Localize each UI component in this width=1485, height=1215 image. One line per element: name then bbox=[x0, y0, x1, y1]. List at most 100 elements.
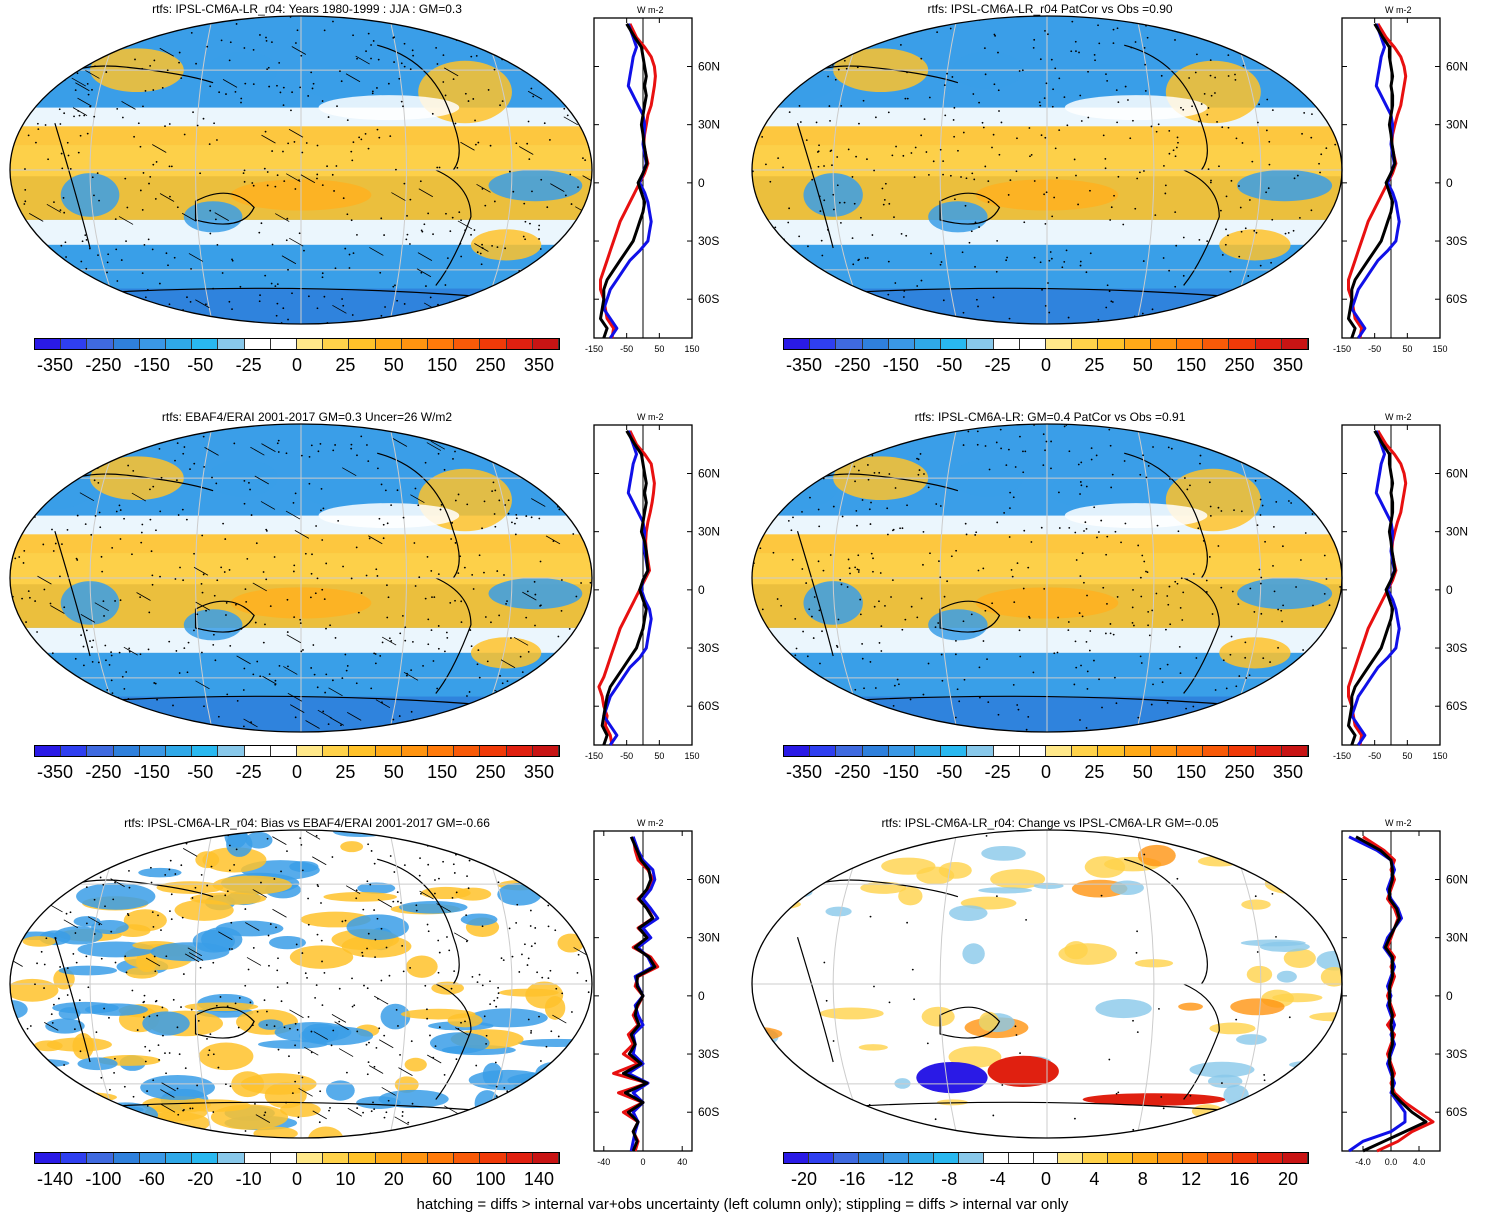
coastline bbox=[194, 192, 255, 225]
stipple-dot bbox=[1110, 206, 1113, 209]
hatch-line bbox=[123, 646, 139, 656]
stipple-dot bbox=[186, 296, 188, 299]
stipple-dot bbox=[538, 262, 540, 265]
stipple-dot bbox=[371, 90, 374, 93]
stipple-dot bbox=[285, 452, 288, 455]
stipple-dot bbox=[182, 973, 185, 975]
stipple-dot bbox=[226, 693, 229, 696]
stipple-dot bbox=[136, 1029, 139, 1031]
colorbar-swatch bbox=[888, 339, 916, 349]
x-tick-label: 150 bbox=[1432, 751, 1447, 759]
stipple-dot bbox=[811, 178, 814, 181]
stipple-dot bbox=[101, 424, 104, 427]
stipple-dot bbox=[243, 502, 246, 505]
stipple-dot bbox=[225, 93, 227, 95]
coastline bbox=[939, 600, 1001, 633]
stipple-dot bbox=[371, 92, 374, 95]
stipple-dot bbox=[1108, 428, 1111, 431]
stipple-dot bbox=[934, 626, 937, 629]
y-tick-label: 60S bbox=[698, 292, 719, 306]
stipple-dot bbox=[752, 695, 754, 698]
stipple-dot bbox=[1164, 184, 1167, 187]
colorbar-label: -250 bbox=[834, 762, 871, 782]
stipple-dot bbox=[355, 897, 358, 900]
stipple-dot bbox=[22, 673, 25, 675]
colorbar-label: 20 bbox=[1277, 1169, 1298, 1189]
hatch-line bbox=[37, 575, 52, 585]
stipple-dot bbox=[485, 1042, 488, 1045]
stipple-dot bbox=[401, 1115, 404, 1117]
colorbar-swatch bbox=[297, 1153, 324, 1163]
colorbar-swatch bbox=[532, 746, 560, 756]
stipple-dot bbox=[454, 599, 456, 602]
colorbar-label: 50 bbox=[383, 762, 404, 782]
hatch-line bbox=[426, 18, 442, 28]
stipple-dot bbox=[1227, 54, 1230, 57]
stipple-dot bbox=[259, 675, 262, 678]
hatch-line bbox=[50, 605, 65, 614]
stipple-dot bbox=[186, 671, 189, 674]
stipple-dot bbox=[66, 994, 69, 996]
stipple-dot bbox=[1024, 450, 1027, 453]
hatch-line bbox=[304, 1046, 319, 1056]
stipple-dot bbox=[495, 1085, 498, 1088]
map-anomaly-blob bbox=[258, 1039, 328, 1049]
stipple-dot bbox=[534, 855, 537, 858]
hatch-line bbox=[472, 18, 488, 28]
stipple-dot bbox=[424, 461, 427, 464]
stipple-dot bbox=[448, 949, 451, 952]
colorbar-swatch bbox=[192, 339, 219, 349]
stipple-dot bbox=[449, 601, 452, 604]
stipple-dot bbox=[1131, 621, 1134, 624]
stipple-dot bbox=[879, 572, 882, 574]
colorbar-label: -50 bbox=[936, 355, 963, 375]
map-anomaly-blob bbox=[474, 1090, 500, 1117]
stipple-dot bbox=[427, 930, 430, 933]
stipple-dot bbox=[819, 296, 822, 299]
stipple-dot bbox=[1151, 609, 1154, 612]
colorbar-label: -25 bbox=[984, 762, 1011, 782]
stipple-dot bbox=[818, 609, 821, 612]
hatch-line bbox=[329, 717, 345, 726]
stipple-dot bbox=[558, 60, 561, 62]
stipple-dot bbox=[1176, 582, 1179, 585]
stipple-dot bbox=[410, 669, 413, 672]
stipple-dot bbox=[546, 311, 548, 314]
hatch-line bbox=[430, 440, 446, 450]
stipple-dot bbox=[1079, 264, 1082, 267]
hatch-line bbox=[272, 836, 287, 845]
stipple-dot bbox=[44, 1110, 47, 1113]
stipple-dot bbox=[266, 171, 269, 173]
stipple-dot bbox=[158, 447, 161, 450]
stipple-dot bbox=[1063, 425, 1066, 428]
stipple-dot bbox=[1219, 209, 1222, 212]
hatch-line bbox=[283, 666, 298, 675]
stipple-dot bbox=[1287, 231, 1290, 234]
stipple-dot bbox=[1269, 661, 1271, 663]
stipple-dot bbox=[180, 1006, 182, 1008]
stipple-dot bbox=[1147, 465, 1150, 467]
stipple-dot bbox=[304, 552, 307, 555]
stipple-dot bbox=[362, 1111, 364, 1114]
stipple-dot bbox=[935, 503, 938, 505]
stipple-dot bbox=[393, 871, 396, 873]
stipple-dot bbox=[18, 473, 21, 476]
stipple-dot bbox=[502, 959, 505, 962]
map-anomaly-blob bbox=[156, 881, 224, 894]
stipple-dot bbox=[1130, 46, 1133, 49]
hatch-line bbox=[379, 1039, 394, 1049]
x-tick-label: -50 bbox=[620, 751, 633, 759]
stipple-dot bbox=[321, 276, 324, 279]
stipple-dot bbox=[160, 476, 163, 479]
map-anomaly-blob bbox=[258, 1019, 284, 1030]
stipple-dot bbox=[345, 669, 348, 672]
stipple-dot bbox=[276, 442, 279, 445]
stipple-dot bbox=[166, 69, 169, 72]
stipple-dot bbox=[1115, 1092, 1118, 1095]
stipple-dot bbox=[1063, 96, 1066, 98]
stipple-dot bbox=[214, 218, 217, 221]
colorbar-label: 50 bbox=[1132, 355, 1153, 375]
y-tick-label: 30N bbox=[698, 931, 720, 945]
stipple-dot bbox=[950, 555, 953, 558]
stipple-dot bbox=[505, 290, 508, 293]
